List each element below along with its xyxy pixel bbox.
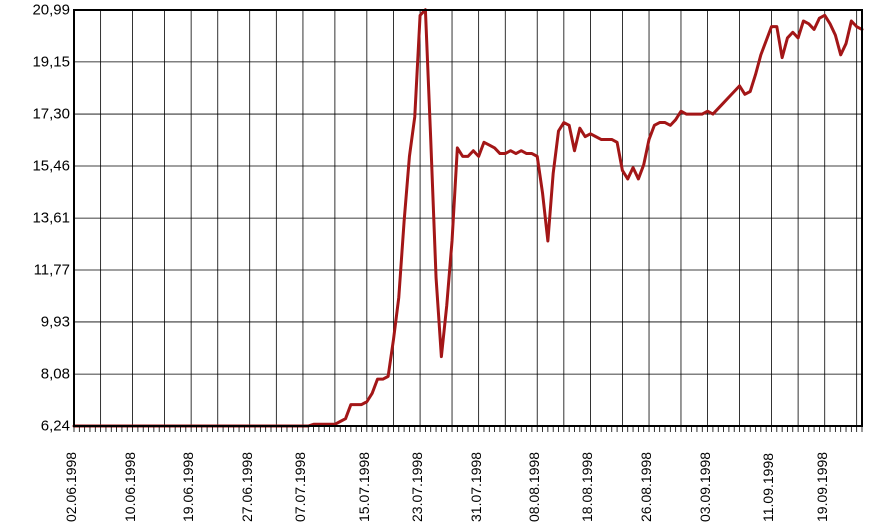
- x-axis-label: 07.07.1998: [292, 452, 308, 522]
- x-axis-label: 26.08.1998: [638, 452, 654, 522]
- y-axis-label: 19,15: [32, 53, 70, 70]
- x-axis-label: 23.07.1998: [409, 452, 425, 522]
- y-axis-label: 6,24: [41, 418, 70, 435]
- y-axis-label: 9,93: [41, 313, 70, 330]
- x-axis-label: 27.06.1998: [239, 452, 255, 522]
- x-axis-label: 18.08.1998: [579, 452, 595, 522]
- chart-container: 6,24 8,08 9,93 11,77 13,61 15,46 17,30 19,15 20,…: [0, 0, 873, 529]
- y-axis-label: 11,77: [34, 262, 70, 279]
- y-axis-label: 17,30: [32, 106, 70, 123]
- y-axis-label: 15,46: [32, 157, 70, 174]
- x-axis-label: 03.09.1998: [697, 452, 713, 522]
- x-axis-label: 19.06.1998: [180, 452, 196, 522]
- x-axis-label: 11.09.1998: [760, 453, 776, 522]
- x-axis-label: 08.08.1998: [526, 452, 542, 522]
- x-axis-label: 10.06.1998: [122, 452, 138, 522]
- y-axis-label: 8,08: [41, 366, 70, 383]
- y-axis-label: 13,61: [32, 210, 70, 227]
- x-axis-label: 31.07.1998: [468, 452, 484, 522]
- x-axis-label: 02.06.1998: [63, 452, 79, 522]
- y-axis-label: 20,99: [32, 2, 70, 19]
- x-axis-label: 19.09.1998: [814, 452, 830, 522]
- x-axis-label: 15.07.1998: [356, 452, 372, 522]
- chart-svg: [0, 0, 873, 529]
